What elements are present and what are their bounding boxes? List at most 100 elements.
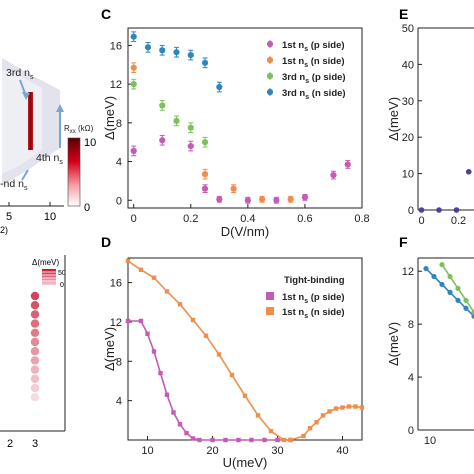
panel-d-data-point	[346, 404, 352, 409]
panel-c-data-point	[159, 47, 166, 54]
panel-e-chart: 0 10 20 30 40 50 0 0.2 Δ(meV)	[386, 23, 474, 227]
delta-legend-title: Δ(meV)	[32, 258, 59, 267]
bottom-left-x-tick-label: 3	[32, 438, 38, 450]
arrow-2nd-ns	[21, 169, 29, 181]
panel-f-y-axis-label: Δ(meV)	[386, 322, 401, 366]
panel-f-data-point	[455, 297, 461, 303]
panel-d-y-tick-label: 4	[116, 396, 122, 408]
panel-f-chart: 0 4 8 12 10 Δ(meV)	[386, 257, 474, 447]
panel-d-data-point	[288, 437, 293, 443]
panel-d-line-chart: 10 20 30 40 4 8 12 16 U(meV) Δ(meV) Tight-binding 1…	[102, 257, 365, 470]
panel-d-legend-label: 1st ns (p side)	[282, 292, 345, 305]
panel-c-data-point	[159, 137, 166, 144]
panel-c-y-axis-label: Δ(meV)	[102, 96, 117, 140]
panel-c-data-point	[130, 147, 137, 155]
panel-letter-f: F	[399, 234, 408, 250]
delta-legend-min: 0	[60, 282, 64, 289]
panel-f-data-point	[447, 273, 453, 280]
panel-d-data-point	[151, 275, 157, 280]
panel-e-y-tick-label: 20	[402, 132, 414, 144]
panel-f-data-point	[471, 313, 474, 319]
panel-c-legend-marker	[266, 56, 274, 64]
panel-d-data-point	[184, 430, 189, 436]
panel-d-data-point	[307, 425, 313, 431]
panel-d-data-point	[301, 433, 306, 439]
panel-c-legend-label: 1st ns (p side)	[282, 40, 345, 53]
panel-e-y-tick-label: 40	[402, 59, 414, 71]
panel-c-data-point	[173, 117, 180, 125]
panel-d-data-point	[203, 333, 209, 338]
panel-c-data-point	[201, 171, 209, 178]
delta-dot	[30, 356, 40, 365]
left-x-tick-label: 5	[6, 211, 12, 223]
panel-d-data-point	[327, 409, 332, 414]
panel-d-data-point	[320, 413, 326, 418]
panel-e-y-tick-label: 10	[402, 169, 414, 181]
panel-c-legend-label: 1st ns (n side)	[282, 56, 345, 69]
delta-dot	[30, 301, 40, 310]
panel-c-data-point	[230, 185, 237, 192]
panel-d-x-tick-label: 10	[141, 445, 153, 457]
panel-c-data-point	[187, 51, 194, 59]
panel-f-data-point	[439, 281, 445, 288]
panel-d-data-point	[177, 302, 183, 307]
panel-c-data-point	[216, 83, 223, 91]
bottom-left-x-tick-label: 2	[7, 438, 13, 450]
panel-d-data-point	[125, 318, 131, 324]
panel-e-x-tick-label: 0	[418, 215, 424, 227]
panel-d-data-point	[145, 331, 150, 336]
panel-d-data-point	[275, 437, 280, 443]
panel-c-x-tick-label: 0	[131, 213, 137, 225]
panel-d-data-point	[138, 267, 144, 273]
panel-c-legend-marker	[266, 88, 274, 96]
panel-d-data-point	[268, 428, 274, 434]
panel-e-data-point	[418, 207, 425, 213]
panel-d-data-point	[164, 392, 170, 397]
panel-c-y-tick-label: 12	[110, 79, 122, 91]
panel-e-y-tick-label: 30	[402, 96, 414, 108]
panel-e-y-tick-label: 0	[408, 205, 414, 217]
panel-c-x-axis-label: D(V/nm)	[221, 224, 269, 239]
panel-f-data-point	[463, 297, 469, 303]
panel-c-data-point	[130, 64, 137, 71]
panel-c-x-tick-label: 0.8	[354, 213, 369, 225]
panel-c-data-point	[216, 196, 223, 203]
delta-dot	[30, 291, 40, 301]
delta-dot	[30, 310, 40, 319]
delta-dot	[30, 365, 40, 374]
arrowhead-3rd-ns	[22, 92, 30, 100]
panel-f-data-point	[471, 309, 474, 315]
panel-c-data-point	[201, 59, 209, 66]
panel-d-data-point	[340, 405, 345, 410]
panel-letter-e: E	[399, 6, 408, 22]
panel-d-data-point	[158, 370, 163, 376]
panel-d-data-point	[333, 406, 339, 411]
panel-d-legend-marker	[266, 292, 274, 300]
panel-d-data-point	[223, 437, 228, 443]
panel-d-data-point	[359, 405, 365, 410]
panel-d-data-point	[171, 410, 176, 415]
delta-legend-max: 50	[58, 270, 66, 277]
panel-c-y-tick-label: 16	[110, 40, 122, 52]
left-panel-fragment: 3rd ns 4th ns -nd ns 5 10 2) Rxx (kΩ) 10…	[0, 58, 96, 450]
panel-f-y-tick-label: 8	[408, 319, 414, 331]
panel-d-legend-label: 1st ns (n side)	[282, 307, 345, 320]
resistance-stripe-core	[29, 92, 32, 150]
panel-c-data-point	[144, 44, 152, 51]
panel-d-data-point	[164, 289, 170, 294]
panel-c-data-point	[173, 49, 180, 56]
delta-dot	[30, 347, 40, 356]
panel-d-series-line	[128, 320, 291, 441]
panel-c-data-point	[244, 197, 251, 204]
panel-f-data-point	[431, 273, 437, 280]
panel-f-data-point	[447, 289, 453, 295]
panel-e-x-tick-label: 0.2	[451, 215, 466, 227]
left-x-tick-label: 10	[44, 211, 56, 223]
panel-d-data-point	[177, 422, 183, 427]
delta-dot	[30, 328, 40, 337]
panel-d-data-point	[190, 436, 196, 441]
panel-d-y-tick-label: 12	[110, 317, 122, 329]
panel-d-legend-marker	[266, 307, 274, 315]
panel-d-data-point	[236, 437, 241, 443]
panel-d-data-point	[216, 352, 222, 357]
